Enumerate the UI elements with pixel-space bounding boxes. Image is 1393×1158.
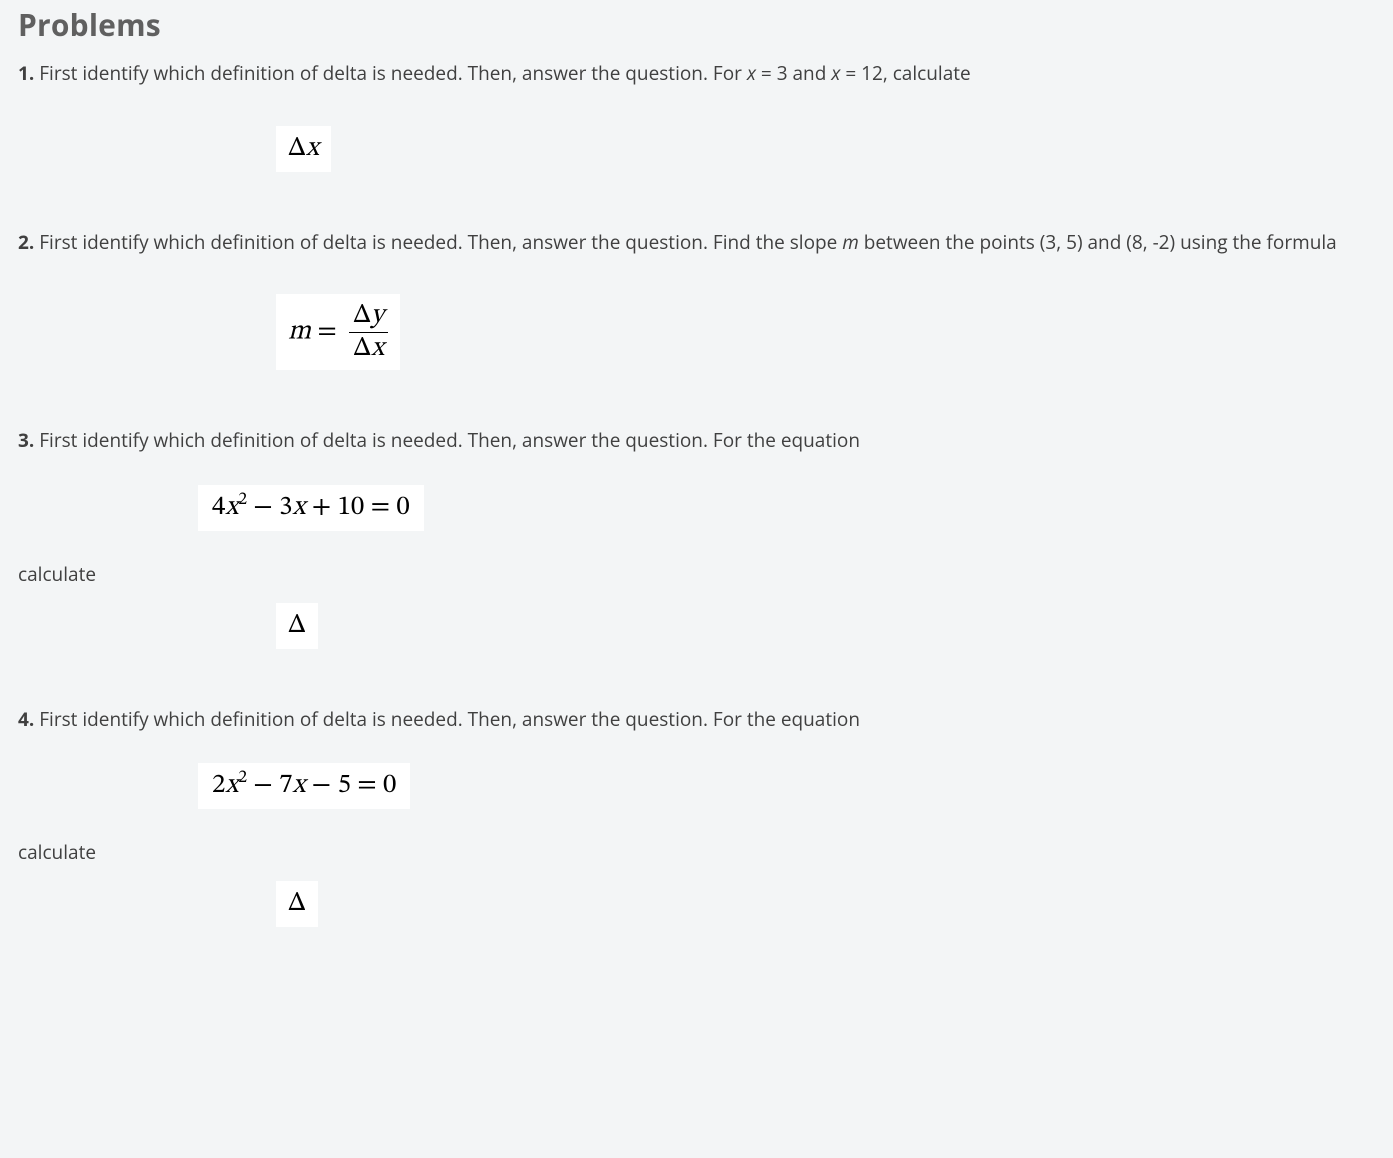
problem-4-delta: Δ (276, 881, 318, 927)
formula-lhs-m: m (288, 318, 311, 345)
problem-3-equation: 4x2 − 3x + 10 = 0 (198, 485, 424, 531)
problem-2-text: 2. First identify which definition of de… (18, 228, 1375, 257)
problem-1-text: 1. First identify which definition of de… (18, 59, 1375, 88)
problem-2-mid: between the points (3, 5) and (8, -2) us… (859, 229, 1337, 255)
delta-x-symbol: Δx (288, 135, 319, 162)
problem-1-number: 1. (18, 60, 34, 86)
eq3-c: + 10 = 0 (305, 494, 409, 521)
fraction: Δy Δx (349, 300, 388, 364)
fraction-denominator: Δx (349, 333, 388, 364)
eq4-var1: x (225, 772, 238, 799)
eq3-b: − 3 (247, 494, 293, 521)
problem-4-equation: 2x2 − 7x − 5 = 0 (198, 763, 410, 809)
problem-1-eq2: = 12, calculate (840, 60, 970, 86)
problem-2-formula: m = Δy Δx (276, 294, 400, 370)
problem-3-calculate-label: calculate (18, 561, 1375, 587)
problem-4-calculate-label: calculate (18, 839, 1375, 865)
problem-3-text: 3. First identify which definition of de… (18, 426, 1375, 455)
eq3-sup: 2 (238, 492, 247, 509)
problem-4-number: 4. (18, 706, 34, 732)
problem-4-text: 4. First identify which definition of de… (18, 705, 1375, 734)
eq4-c: − 5 = 0 (305, 772, 396, 799)
problem-4-prefix: First identify which definition of delta… (34, 706, 860, 732)
eq4-sup: 2 (238, 770, 247, 787)
problem-2-prefix: First identify which definition of delta… (34, 229, 842, 255)
problem-1-var1: x (747, 60, 756, 86)
problem-3-delta: Δ (276, 603, 318, 649)
problem-3-number: 3. (18, 427, 34, 453)
problem-1-formula: Δx (276, 126, 331, 172)
page: Problems 1. First identify which definit… (0, 0, 1393, 1158)
equals-sign: = (311, 318, 343, 345)
problem-2-var1: m (842, 229, 859, 255)
problem-1-prefix: First identify which definition of delta… (34, 60, 747, 86)
fraction-numerator: Δy (349, 300, 388, 333)
eq3-var1: x (225, 494, 238, 521)
eq4-b: − 7 (247, 772, 293, 799)
problem-3-prefix: First identify which definition of delta… (34, 427, 860, 453)
page-title: Problems (18, 4, 1375, 45)
eq3-var2: x (293, 494, 306, 521)
problem-2-number: 2. (18, 229, 34, 255)
eq4-var2: x (293, 772, 306, 799)
problem-1-eq1: = 3 and (756, 60, 831, 86)
eq4-coef-a: 2 (212, 772, 225, 799)
eq3-coef-a: 4 (212, 494, 225, 521)
